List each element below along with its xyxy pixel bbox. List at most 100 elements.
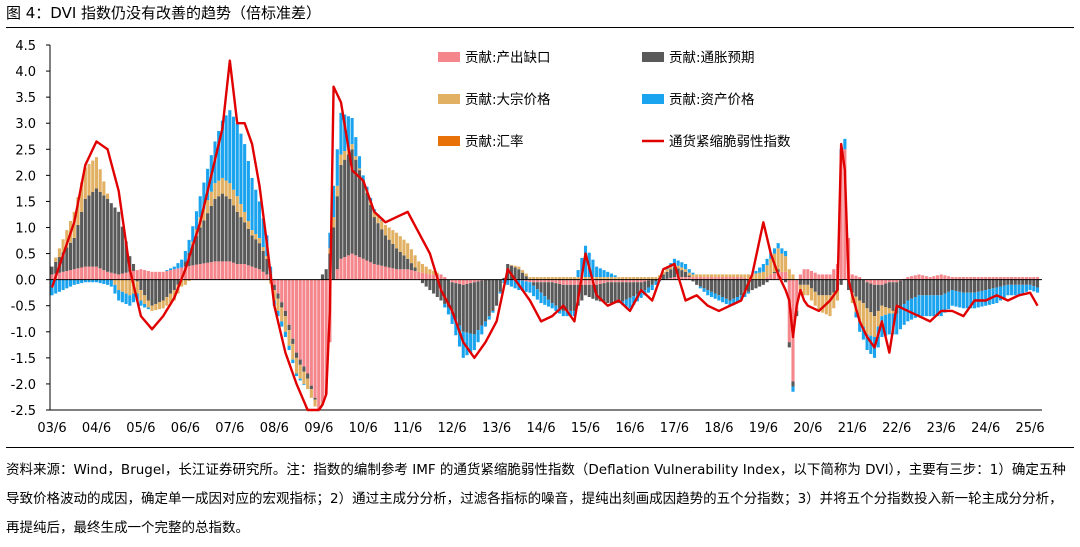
bar-segment bbox=[280, 302, 284, 308]
bar-segment bbox=[954, 279, 958, 291]
bar-segment bbox=[632, 296, 636, 305]
bar-segment bbox=[721, 279, 725, 298]
bar-segment bbox=[94, 279, 99, 283]
bar-segment bbox=[987, 289, 991, 305]
bar-segment bbox=[57, 248, 61, 258]
bar-segment bbox=[732, 274, 736, 278]
bar-segment bbox=[561, 310, 565, 317]
bar-segment bbox=[220, 177, 224, 194]
bar-segment bbox=[169, 293, 173, 304]
bar-segment bbox=[606, 277, 610, 280]
bar-segment bbox=[339, 154, 343, 165]
bar-segment bbox=[632, 279, 636, 283]
bar-segment bbox=[587, 284, 591, 298]
bar-segment bbox=[183, 279, 187, 285]
bar-segment bbox=[91, 160, 95, 192]
bar-segment bbox=[861, 303, 865, 327]
bar-segment bbox=[83, 198, 87, 267]
bar-segment bbox=[939, 274, 943, 280]
bar-segment bbox=[169, 268, 173, 271]
bar-segment bbox=[884, 283, 888, 308]
bar-segment bbox=[646, 287, 651, 293]
bar-segment bbox=[291, 338, 295, 344]
bar-segment bbox=[491, 310, 495, 313]
bar-segment bbox=[187, 265, 191, 280]
bar-segment bbox=[583, 277, 588, 280]
bar-segment bbox=[243, 211, 247, 223]
bar-segment bbox=[124, 241, 128, 273]
bar-segment bbox=[632, 277, 636, 280]
bar-segment bbox=[880, 279, 884, 285]
bar-segment bbox=[198, 196, 202, 218]
bar-segment bbox=[339, 164, 343, 259]
bar-segment bbox=[732, 279, 736, 299]
bar-segment bbox=[131, 264, 136, 271]
bar-segment bbox=[454, 283, 458, 320]
bar-segment bbox=[869, 335, 873, 354]
x-tick-label: 07/6 bbox=[215, 421, 244, 436]
bar-segment bbox=[780, 271, 784, 280]
bar-segment bbox=[580, 257, 584, 278]
bar-segment bbox=[65, 247, 69, 271]
bar-segment bbox=[113, 273, 117, 280]
bar-segment bbox=[898, 280, 902, 309]
bar-segment bbox=[880, 284, 884, 306]
bar-segment bbox=[858, 321, 862, 332]
bar-segment bbox=[513, 265, 517, 268]
bar-segment bbox=[932, 279, 936, 296]
y-tick-label: 1.5 bbox=[15, 195, 36, 210]
bar-segment bbox=[76, 197, 80, 225]
bar-segment bbox=[391, 268, 395, 280]
bar-segment bbox=[1032, 279, 1036, 287]
bar-segment bbox=[465, 283, 469, 333]
bar-segment bbox=[558, 279, 562, 284]
bar-segment bbox=[80, 279, 84, 284]
bar-segment bbox=[250, 177, 254, 231]
bar-segment bbox=[320, 274, 325, 280]
bar-segment bbox=[54, 257, 58, 262]
bar-segment bbox=[646, 280, 651, 288]
y-tick-label: 4.0 bbox=[15, 65, 36, 80]
bar-segment bbox=[806, 279, 810, 285]
x-tick-label: 05/6 bbox=[126, 421, 155, 436]
bar-segment bbox=[157, 302, 161, 310]
bar-segment bbox=[524, 276, 528, 280]
bar-segment bbox=[1035, 279, 1040, 288]
bar-segment bbox=[402, 239, 406, 256]
bar-segment bbox=[809, 288, 814, 301]
bar-segment bbox=[446, 307, 450, 315]
bar-segment bbox=[509, 264, 513, 266]
bar-segment bbox=[443, 303, 447, 308]
bar-segment bbox=[428, 279, 432, 291]
bar-segment bbox=[539, 282, 543, 293]
bar-segment bbox=[1013, 277, 1017, 280]
bar-segment bbox=[65, 230, 69, 248]
bar-segment bbox=[524, 279, 528, 282]
bar-segment bbox=[850, 279, 854, 293]
bar-segment bbox=[698, 274, 702, 278]
bar-segment bbox=[987, 279, 991, 290]
bar-segment bbox=[309, 389, 313, 398]
bar-segment bbox=[632, 282, 636, 297]
bar-segment bbox=[87, 195, 91, 267]
bar-segment bbox=[254, 234, 258, 240]
bar-segment bbox=[406, 258, 410, 270]
bar-segment bbox=[743, 277, 747, 280]
bar-segment bbox=[713, 293, 717, 299]
bar-segment bbox=[550, 282, 554, 304]
bar-segment bbox=[565, 284, 569, 311]
bar-segment bbox=[765, 279, 769, 283]
bar-segment bbox=[743, 279, 747, 294]
bar-segment bbox=[61, 279, 65, 291]
bar-segment bbox=[165, 270, 169, 280]
bar-segment bbox=[228, 198, 232, 262]
bar-segment bbox=[887, 313, 891, 335]
bar-segment bbox=[995, 277, 999, 280]
bar-segment bbox=[324, 279, 328, 395]
bar-segment bbox=[784, 279, 788, 283]
chart-title: 图 4：DVI 指数仍没有改善的趋势（倍标准差） bbox=[6, 4, 322, 22]
bar-segment bbox=[324, 269, 328, 280]
bar-segment bbox=[231, 205, 236, 263]
bar-segment bbox=[472, 282, 476, 335]
